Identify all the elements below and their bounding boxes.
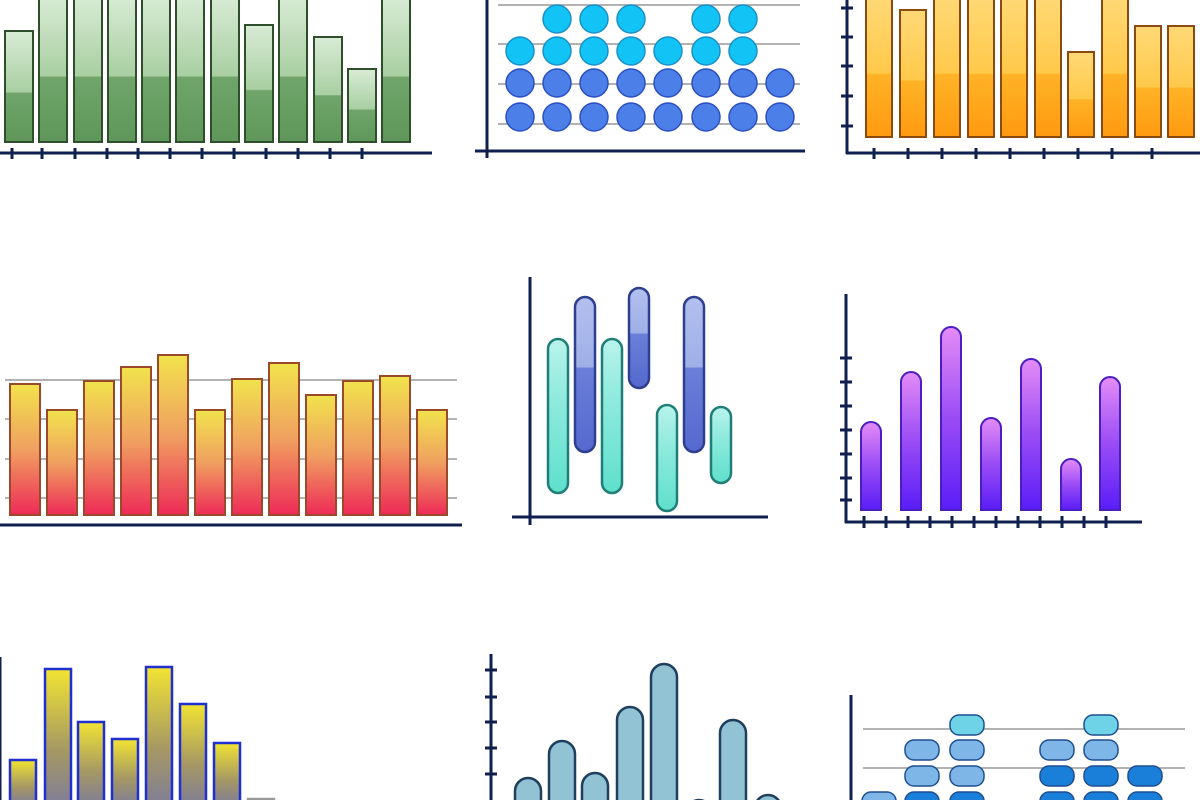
lightblue-bar-chart — [513, 662, 780, 800]
floating-axis — [512, 277, 768, 525]
pill-chart — [861, 714, 1163, 800]
orange-axis — [841, 0, 1200, 159]
floating-bar-chart — [546, 286, 733, 513]
red-bar-chart — [9, 354, 448, 516]
dot-axis — [475, 0, 805, 158]
purple-bar-chart — [860, 326, 1121, 511]
dot-chart — [505, 4, 795, 132]
green-bar-chart — [4, 0, 411, 143]
dot-chart-grid — [498, 4, 800, 125]
green-axis — [0, 148, 432, 159]
olive-bar-chart — [8, 665, 276, 800]
orange-bar-chart — [865, 0, 1195, 138]
purple-axis — [840, 294, 1142, 528]
lightblue-axis — [485, 654, 497, 800]
